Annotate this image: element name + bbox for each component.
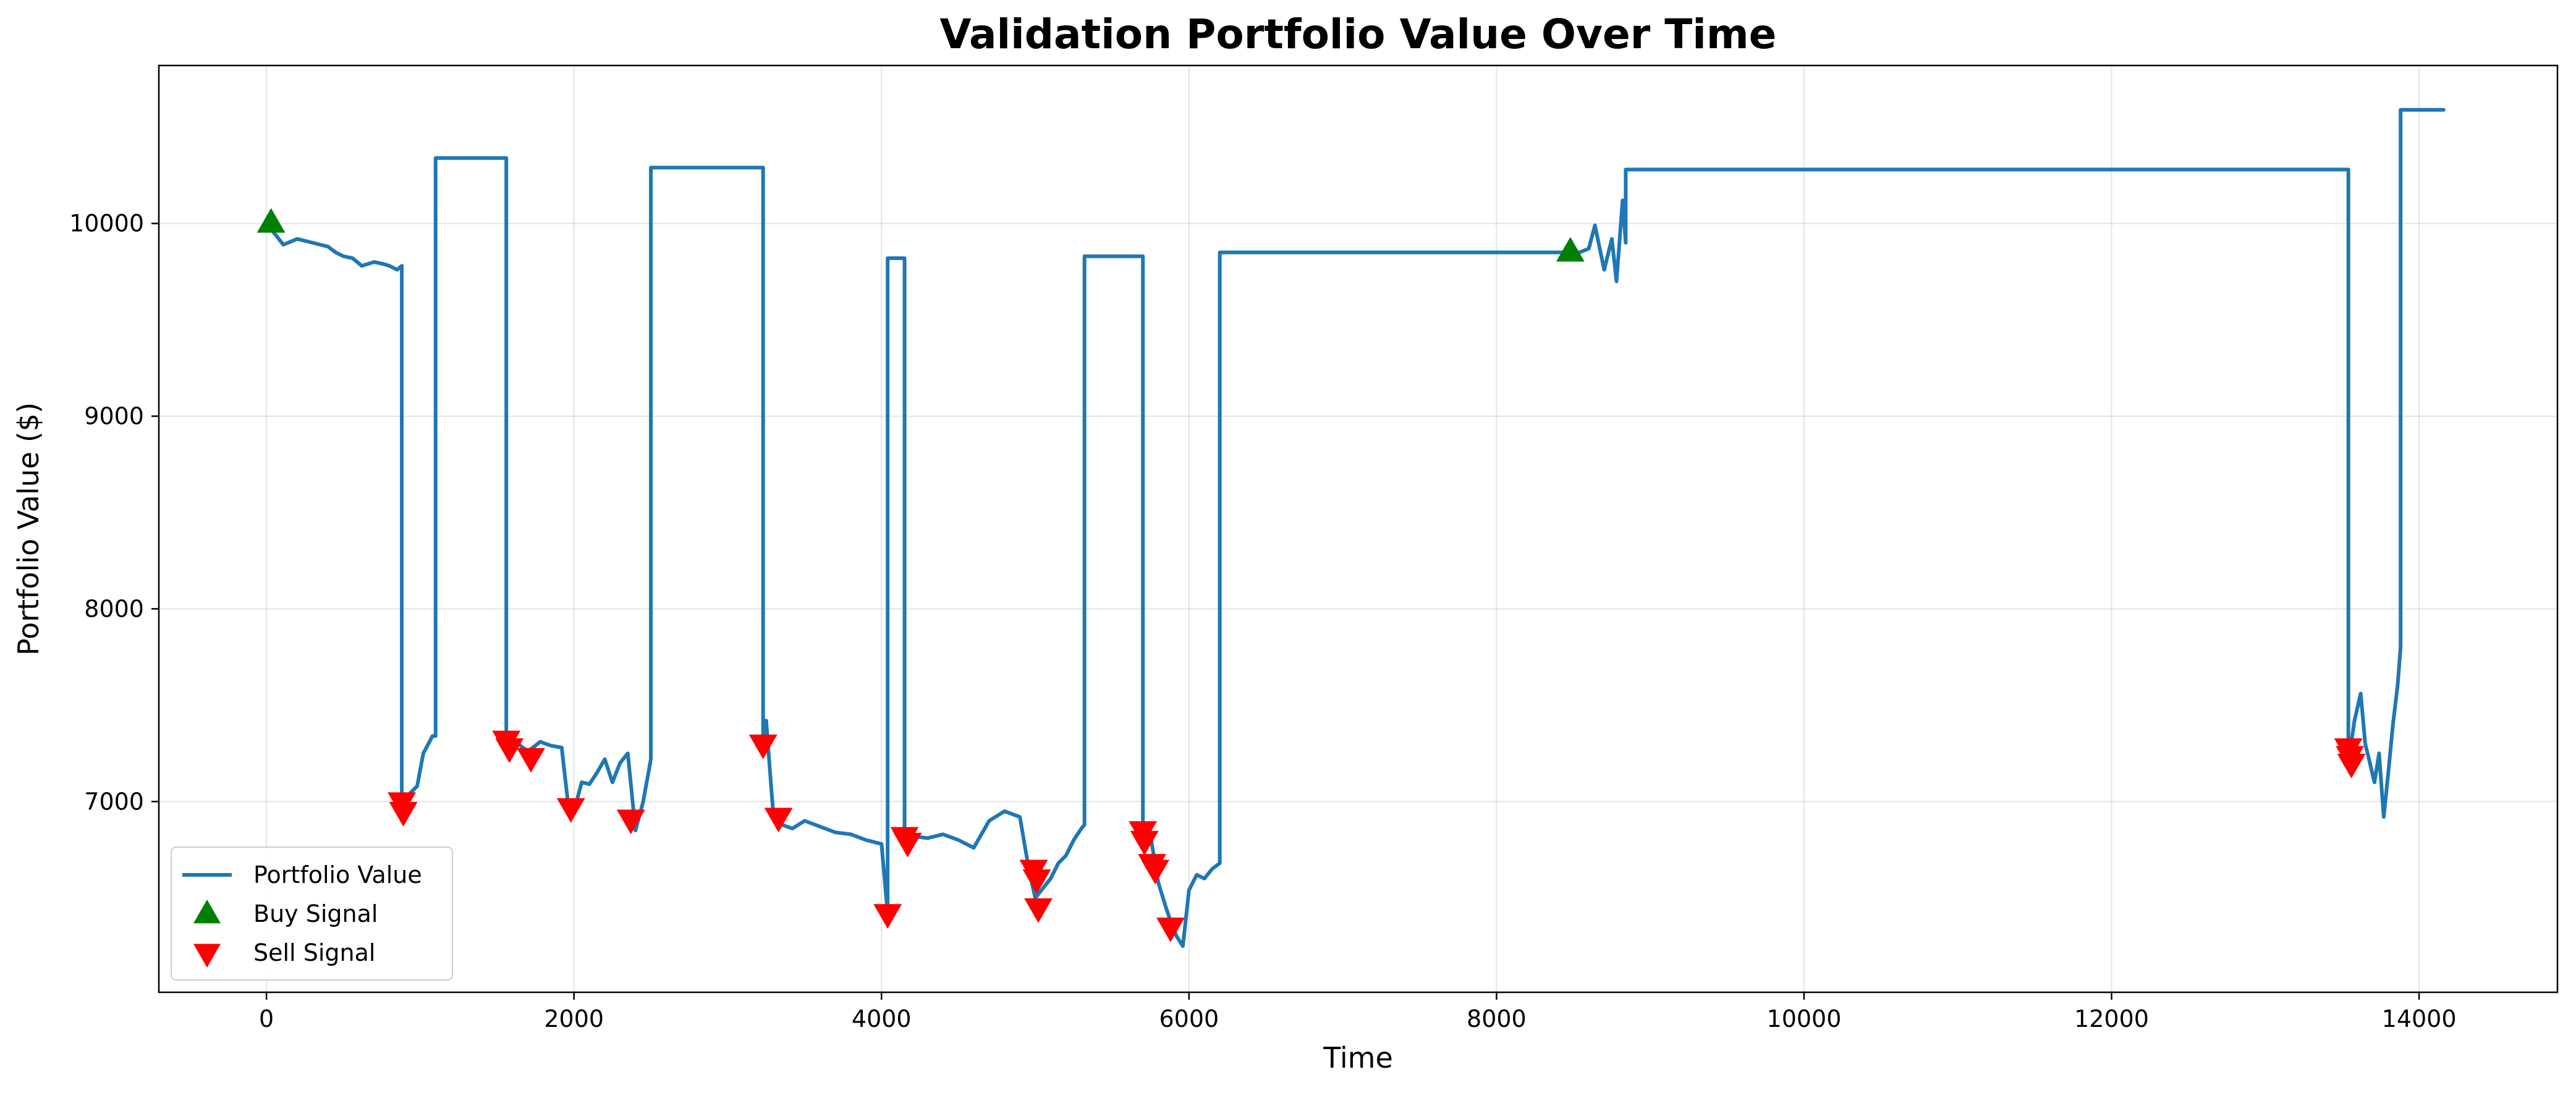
legend-label-portfolio: Portfolio Value [253, 861, 422, 888]
legend-label-sell: Sell Signal [253, 939, 375, 966]
x-tick-label: 0 [259, 1005, 274, 1032]
sell-signal-marker [893, 832, 922, 858]
x-tick-label: 8000 [1467, 1005, 1527, 1032]
buy-signal-marker [1556, 237, 1585, 262]
series-line-portfolio-value [265, 108, 2446, 948]
sell-signal-marker [1022, 869, 1051, 895]
sell-signal-marker [2337, 754, 2366, 779]
sell-signal-marker [748, 734, 777, 759]
legend-box [171, 846, 453, 981]
sell-signal-marker [495, 738, 524, 763]
y-axis-label: Portfolio Value ($) [12, 402, 45, 656]
x-tick-label: 4000 [852, 1005, 912, 1032]
sell-signal-marker [616, 809, 645, 835]
plot-frame [158, 64, 2559, 994]
x-tick-label: 14000 [2382, 1005, 2457, 1032]
y-tick-label: 7000 [84, 788, 144, 815]
y-tick-label: 8000 [84, 595, 144, 622]
buy-signal-marker [256, 208, 286, 233]
x-tick-label: 12000 [2074, 1005, 2149, 1032]
grid-layer [159, 65, 2557, 992]
sell-signal-marker [556, 798, 585, 823]
marker-layer [256, 208, 2366, 942]
series-layer [265, 108, 2446, 948]
y-tick-label: 10000 [69, 210, 144, 237]
legend-sell-triangle-icon [193, 943, 221, 968]
tick-layer: 0 2000 4000 6000 8000 10000 12000 14000 7000 8000… [69, 210, 2456, 1032]
legend: Portfolio Value Buy Signal Sell Signal [171, 846, 453, 981]
y-tick-label: 9000 [84, 403, 144, 430]
x-tick-label: 6000 [1159, 1005, 1219, 1032]
sell-signal-marker [1141, 859, 1170, 885]
sell-signal-marker [1130, 830, 1159, 856]
sell-signal-marker [764, 808, 793, 833]
x-tick-label: 10000 [1767, 1005, 1842, 1032]
x-tick-label: 2000 [544, 1005, 604, 1032]
sell-signal-marker [517, 748, 545, 773]
legend-buy-triangle-icon [193, 900, 221, 924]
sell-signal-marker [1024, 898, 1053, 923]
legend-label-buy: Buy Signal [253, 900, 378, 927]
x-axis-label: Time [1323, 1041, 1393, 1074]
sell-signal-marker [1156, 918, 1185, 942]
chart-title: Validation Portfolio Value Over Time [940, 11, 1777, 58]
sell-signal-marker [389, 801, 418, 827]
sell-signal-marker [873, 904, 902, 929]
